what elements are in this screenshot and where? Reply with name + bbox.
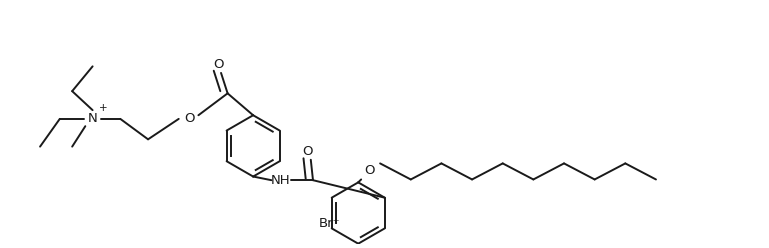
Text: O: O xyxy=(365,164,375,177)
Text: O: O xyxy=(214,58,224,71)
Text: O: O xyxy=(302,145,312,157)
Text: Br⁻: Br⁻ xyxy=(319,217,341,230)
Text: N: N xyxy=(88,112,98,125)
Text: NH: NH xyxy=(271,174,290,187)
Text: +: + xyxy=(98,103,107,113)
Text: O: O xyxy=(185,112,195,125)
